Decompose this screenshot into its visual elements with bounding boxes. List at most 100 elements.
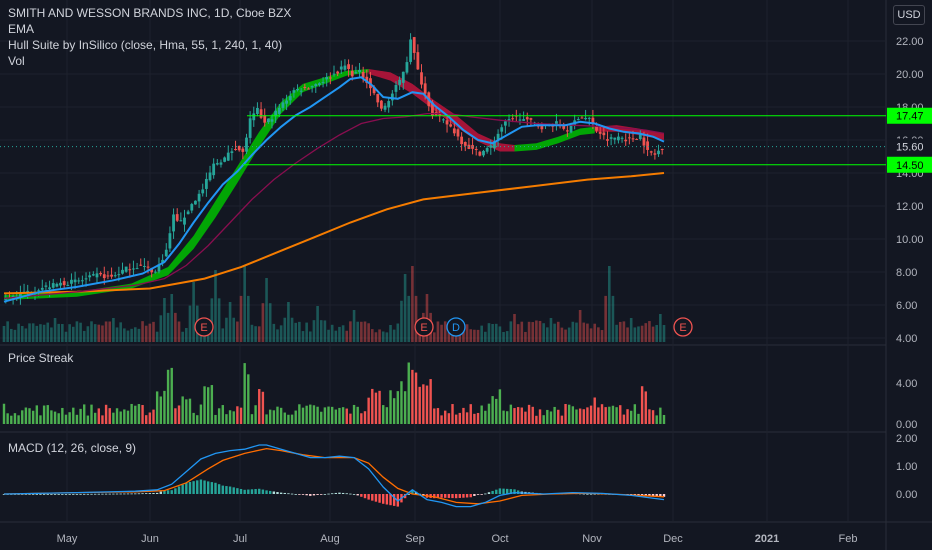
macd-histogram-bar [68, 494, 71, 495]
candle-body [234, 148, 237, 150]
price-streak-bar [68, 412, 71, 424]
price-streak-bar [101, 415, 104, 424]
price-streak-bar [28, 408, 31, 424]
volume-bar [491, 323, 494, 342]
price-streak-bar [622, 414, 626, 424]
price-streak-bar [181, 396, 184, 424]
ema-slow-line [3, 112, 665, 300]
macd-histogram-bar [123, 493, 126, 495]
volume-bar [447, 332, 451, 342]
price-streak-bar [619, 405, 622, 424]
price-streak-bar [166, 369, 170, 424]
candle-body [635, 138, 639, 140]
volume-bar [276, 329, 279, 342]
candle-body [77, 280, 81, 282]
candle-body [354, 72, 358, 74]
ema-legend[interactable]: EMA [8, 22, 35, 36]
hull-legend[interactable]: Hull Suite by InSilico (close, Hma, 55, … [8, 38, 283, 52]
macd-histogram-bar [53, 494, 57, 495]
price-tick-label: 10.00 [896, 234, 924, 246]
candle-body [91, 274, 95, 276]
volume-bar [352, 310, 356, 342]
volume-bar [279, 325, 283, 342]
candle-body [121, 269, 124, 274]
candle-body [157, 264, 161, 272]
price-streak-bar [509, 404, 513, 424]
candle-body [186, 211, 190, 215]
candle-body [445, 120, 449, 125]
candle-body [609, 137, 613, 139]
price-streak-bar [323, 407, 327, 424]
macd-histogram-bar [265, 490, 268, 494]
price-streak-bar [644, 391, 647, 424]
candle-body [350, 70, 354, 77]
volume-bar [414, 295, 418, 342]
volume-bar [239, 295, 243, 342]
horizontal-levels[interactable] [0, 115, 886, 166]
price-streak-bar [436, 408, 440, 424]
candle-body [150, 268, 154, 273]
volume-bar [144, 325, 148, 342]
candle-body [135, 268, 139, 270]
candle-body [84, 278, 88, 280]
candle-body [263, 115, 267, 123]
volume-bar [177, 321, 181, 342]
macd-histogram-bar [206, 481, 210, 494]
price-streak-bar [553, 406, 556, 424]
candle-body [245, 137, 248, 152]
volume-bar [465, 324, 469, 342]
price-streak-bar [513, 408, 516, 424]
price-streak-bar [108, 408, 111, 424]
candle-body [518, 119, 522, 121]
macd-line [3, 444, 665, 508]
volume-bar [130, 328, 133, 342]
macd-histogram-bar [145, 493, 148, 494]
volume-bar [527, 321, 531, 342]
volume-bar [232, 317, 236, 342]
price-streak-bar [659, 407, 662, 424]
volume-bar [370, 329, 374, 342]
price-streak-bar [35, 405, 39, 424]
volume-bar [86, 326, 90, 342]
level-label-box [887, 156, 932, 173]
macd-histogram-bar [141, 493, 144, 495]
price-streak-title[interactable]: Price Streak [8, 351, 74, 365]
macd-histogram-bar [502, 488, 505, 494]
macd-title[interactable]: MACD (12, 26, close, 9) [8, 441, 137, 455]
macd-histogram-bar [221, 485, 224, 494]
candle-body [48, 287, 51, 290]
volume-bar [35, 325, 39, 342]
price-streak-bar [174, 408, 177, 424]
candle-body [602, 132, 606, 136]
macd-histogram-bar [593, 493, 596, 495]
price-streak-bar [112, 412, 115, 424]
macd-histogram-bar [17, 494, 20, 495]
candle-body [365, 76, 369, 83]
candle-body [493, 141, 496, 149]
price-streak-bar [21, 410, 24, 424]
macd-histogram-bar [42, 494, 46, 495]
volume-bar [308, 331, 312, 342]
volume-bar [133, 327, 137, 342]
price-streak-bar [232, 411, 235, 424]
volume-legend[interactable]: Vol [8, 54, 25, 68]
volume-bar [257, 326, 261, 342]
event-marker-label: E [420, 322, 427, 334]
price-streak-bar [498, 389, 502, 424]
currency-button[interactable]: USD [893, 5, 925, 25]
volume-bar [549, 318, 553, 342]
candle-body [325, 76, 329, 80]
macd-histogram-bar [301, 494, 305, 495]
price-streak-bar [261, 391, 265, 424]
candle-body [139, 264, 143, 266]
macd-histogram-bar [225, 486, 228, 494]
volume-bar [655, 325, 659, 342]
macd-histogram-bar [64, 494, 68, 495]
price-streak-bar [268, 409, 272, 424]
time-tick-label: Dec [663, 533, 683, 545]
macd-histogram-bar [126, 493, 130, 495]
price-streak-bar [42, 405, 46, 424]
price-streak-bar [258, 389, 261, 424]
macd-histogram-bar [341, 492, 345, 494]
